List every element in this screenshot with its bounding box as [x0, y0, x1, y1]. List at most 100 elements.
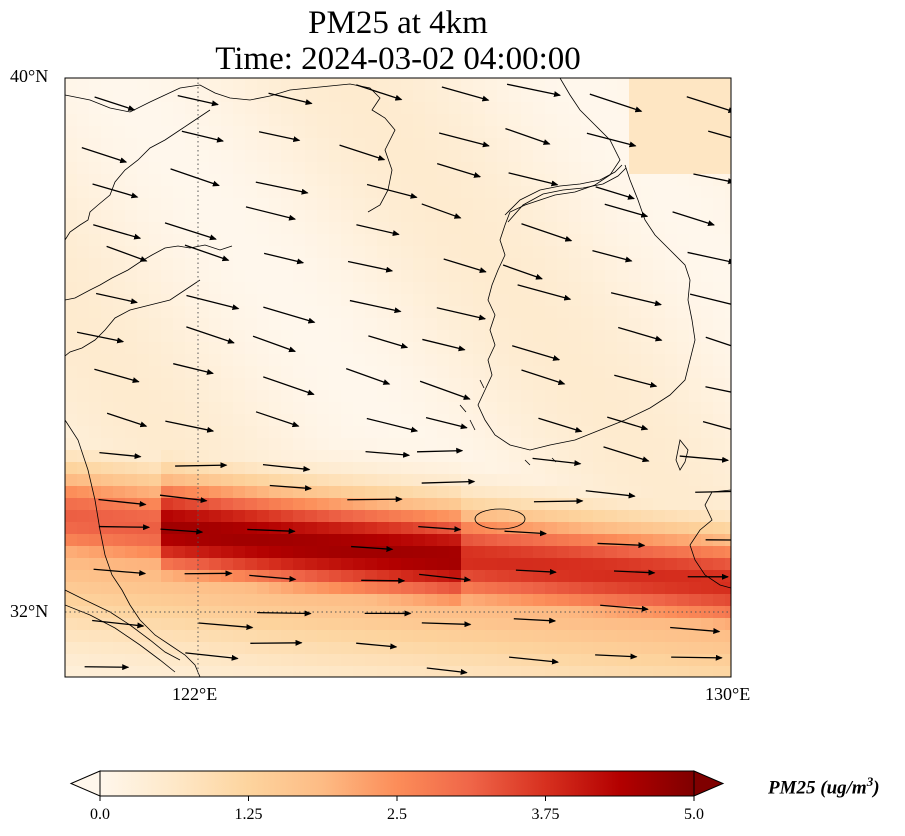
pm25-cell — [245, 150, 258, 163]
pm25-cell — [365, 150, 378, 163]
pm25-cell — [641, 246, 654, 259]
pm25-cell — [329, 642, 342, 655]
pm25-cell — [89, 666, 102, 677]
pm25-cell — [413, 306, 426, 319]
pm25-cell — [245, 210, 258, 223]
pm25-cell — [113, 246, 126, 259]
pm25-cell — [593, 78, 606, 91]
pm25-cell — [149, 102, 162, 115]
pm25-cell — [533, 210, 546, 223]
pm25-cell — [221, 234, 234, 247]
pm25-cell — [677, 402, 690, 415]
wind-arrow — [603, 446, 650, 463]
pm25-cell — [641, 642, 654, 655]
pm25-cell — [173, 234, 186, 247]
pm25-cell — [101, 306, 114, 319]
pm25-cell — [65, 282, 78, 295]
pm25-cell — [497, 462, 510, 475]
pm25-cell — [173, 330, 186, 343]
pm25-cell — [389, 162, 402, 175]
pm25-cell — [257, 366, 270, 379]
pm25-cell — [305, 210, 318, 223]
pm25-cell — [377, 594, 390, 607]
pm25-cell — [269, 450, 282, 463]
pm25-cell — [725, 414, 731, 427]
pm25-cell — [341, 162, 354, 175]
pm25-cell — [437, 654, 450, 667]
pm25-cell — [353, 582, 366, 595]
pm25-cell — [305, 306, 318, 319]
pm25-cell — [569, 78, 582, 91]
pm25-cell — [389, 246, 402, 259]
pm25-cell — [149, 354, 162, 367]
pm25-cell — [281, 390, 294, 403]
wind-arrow — [263, 306, 316, 324]
pm25-cell — [413, 246, 426, 259]
wind-arrow — [419, 380, 471, 400]
pm25-cell — [665, 426, 678, 439]
pm25-cell — [341, 90, 354, 103]
pm25-cell — [605, 390, 618, 403]
pm25-cell — [269, 534, 282, 547]
pm25-cell — [605, 162, 618, 175]
pm25-cell — [149, 186, 162, 199]
pm25-cell — [389, 666, 402, 677]
pm25-cell — [149, 294, 162, 307]
pm25-cell — [725, 378, 731, 391]
pm25-cell — [209, 582, 222, 595]
pm25-cell — [653, 198, 666, 211]
pm25-cell — [341, 330, 354, 343]
pm25-cell — [89, 366, 102, 379]
pm25-cell — [521, 654, 534, 667]
wind-arrow — [595, 653, 638, 660]
pm25-cell — [257, 186, 270, 199]
pm25-cell — [593, 414, 606, 427]
pm25-cell — [437, 330, 450, 343]
pm25-cell — [725, 450, 731, 463]
pm25-cell — [209, 198, 222, 211]
pm25-cell — [317, 402, 330, 415]
pm25-cell — [557, 270, 570, 283]
pm25-cell — [377, 522, 390, 535]
pm25-cell — [617, 582, 630, 595]
pm25-cell — [629, 258, 642, 271]
pm25-cell — [221, 294, 234, 307]
pm25-cell — [509, 654, 522, 667]
pm25-cell — [245, 522, 258, 535]
pm25-cell — [77, 582, 90, 595]
pm25-cell — [593, 618, 606, 631]
pm25-cell — [269, 234, 282, 247]
pm25-cell — [437, 282, 450, 295]
pm25-cell — [125, 306, 138, 319]
pm25-cell — [557, 426, 570, 439]
pm25-cell — [665, 198, 678, 211]
pm25-cell — [269, 222, 282, 235]
pm25-cell — [605, 558, 618, 571]
pm25-cell — [485, 570, 498, 583]
pm25-cell — [509, 642, 522, 655]
pm25-cell — [329, 486, 342, 499]
wind-arrow — [186, 294, 240, 311]
wind-arrow — [513, 617, 557, 624]
pm25-cell — [329, 90, 342, 103]
pm25-cell — [521, 306, 534, 319]
pm25-cell — [401, 342, 414, 355]
pm25-cell — [185, 234, 198, 247]
pm25-cell — [725, 90, 731, 103]
pm25-cell — [401, 486, 414, 499]
pm25-cell — [329, 126, 342, 139]
wind-arrow — [512, 345, 561, 361]
pm25-cell — [65, 534, 78, 547]
pm25-cell — [317, 378, 330, 391]
pm25-cell — [221, 534, 234, 547]
pm25-cell — [365, 402, 378, 415]
pm25-cell — [725, 270, 731, 283]
pm25-cell — [77, 282, 90, 295]
pm25-cell — [161, 138, 174, 151]
pm25-cell — [221, 354, 234, 367]
pm25-cell — [617, 150, 630, 163]
pm25-cell — [557, 546, 570, 559]
pm25-cell — [425, 354, 438, 367]
pm25-cell — [593, 366, 606, 379]
pm25-cell — [353, 102, 366, 115]
